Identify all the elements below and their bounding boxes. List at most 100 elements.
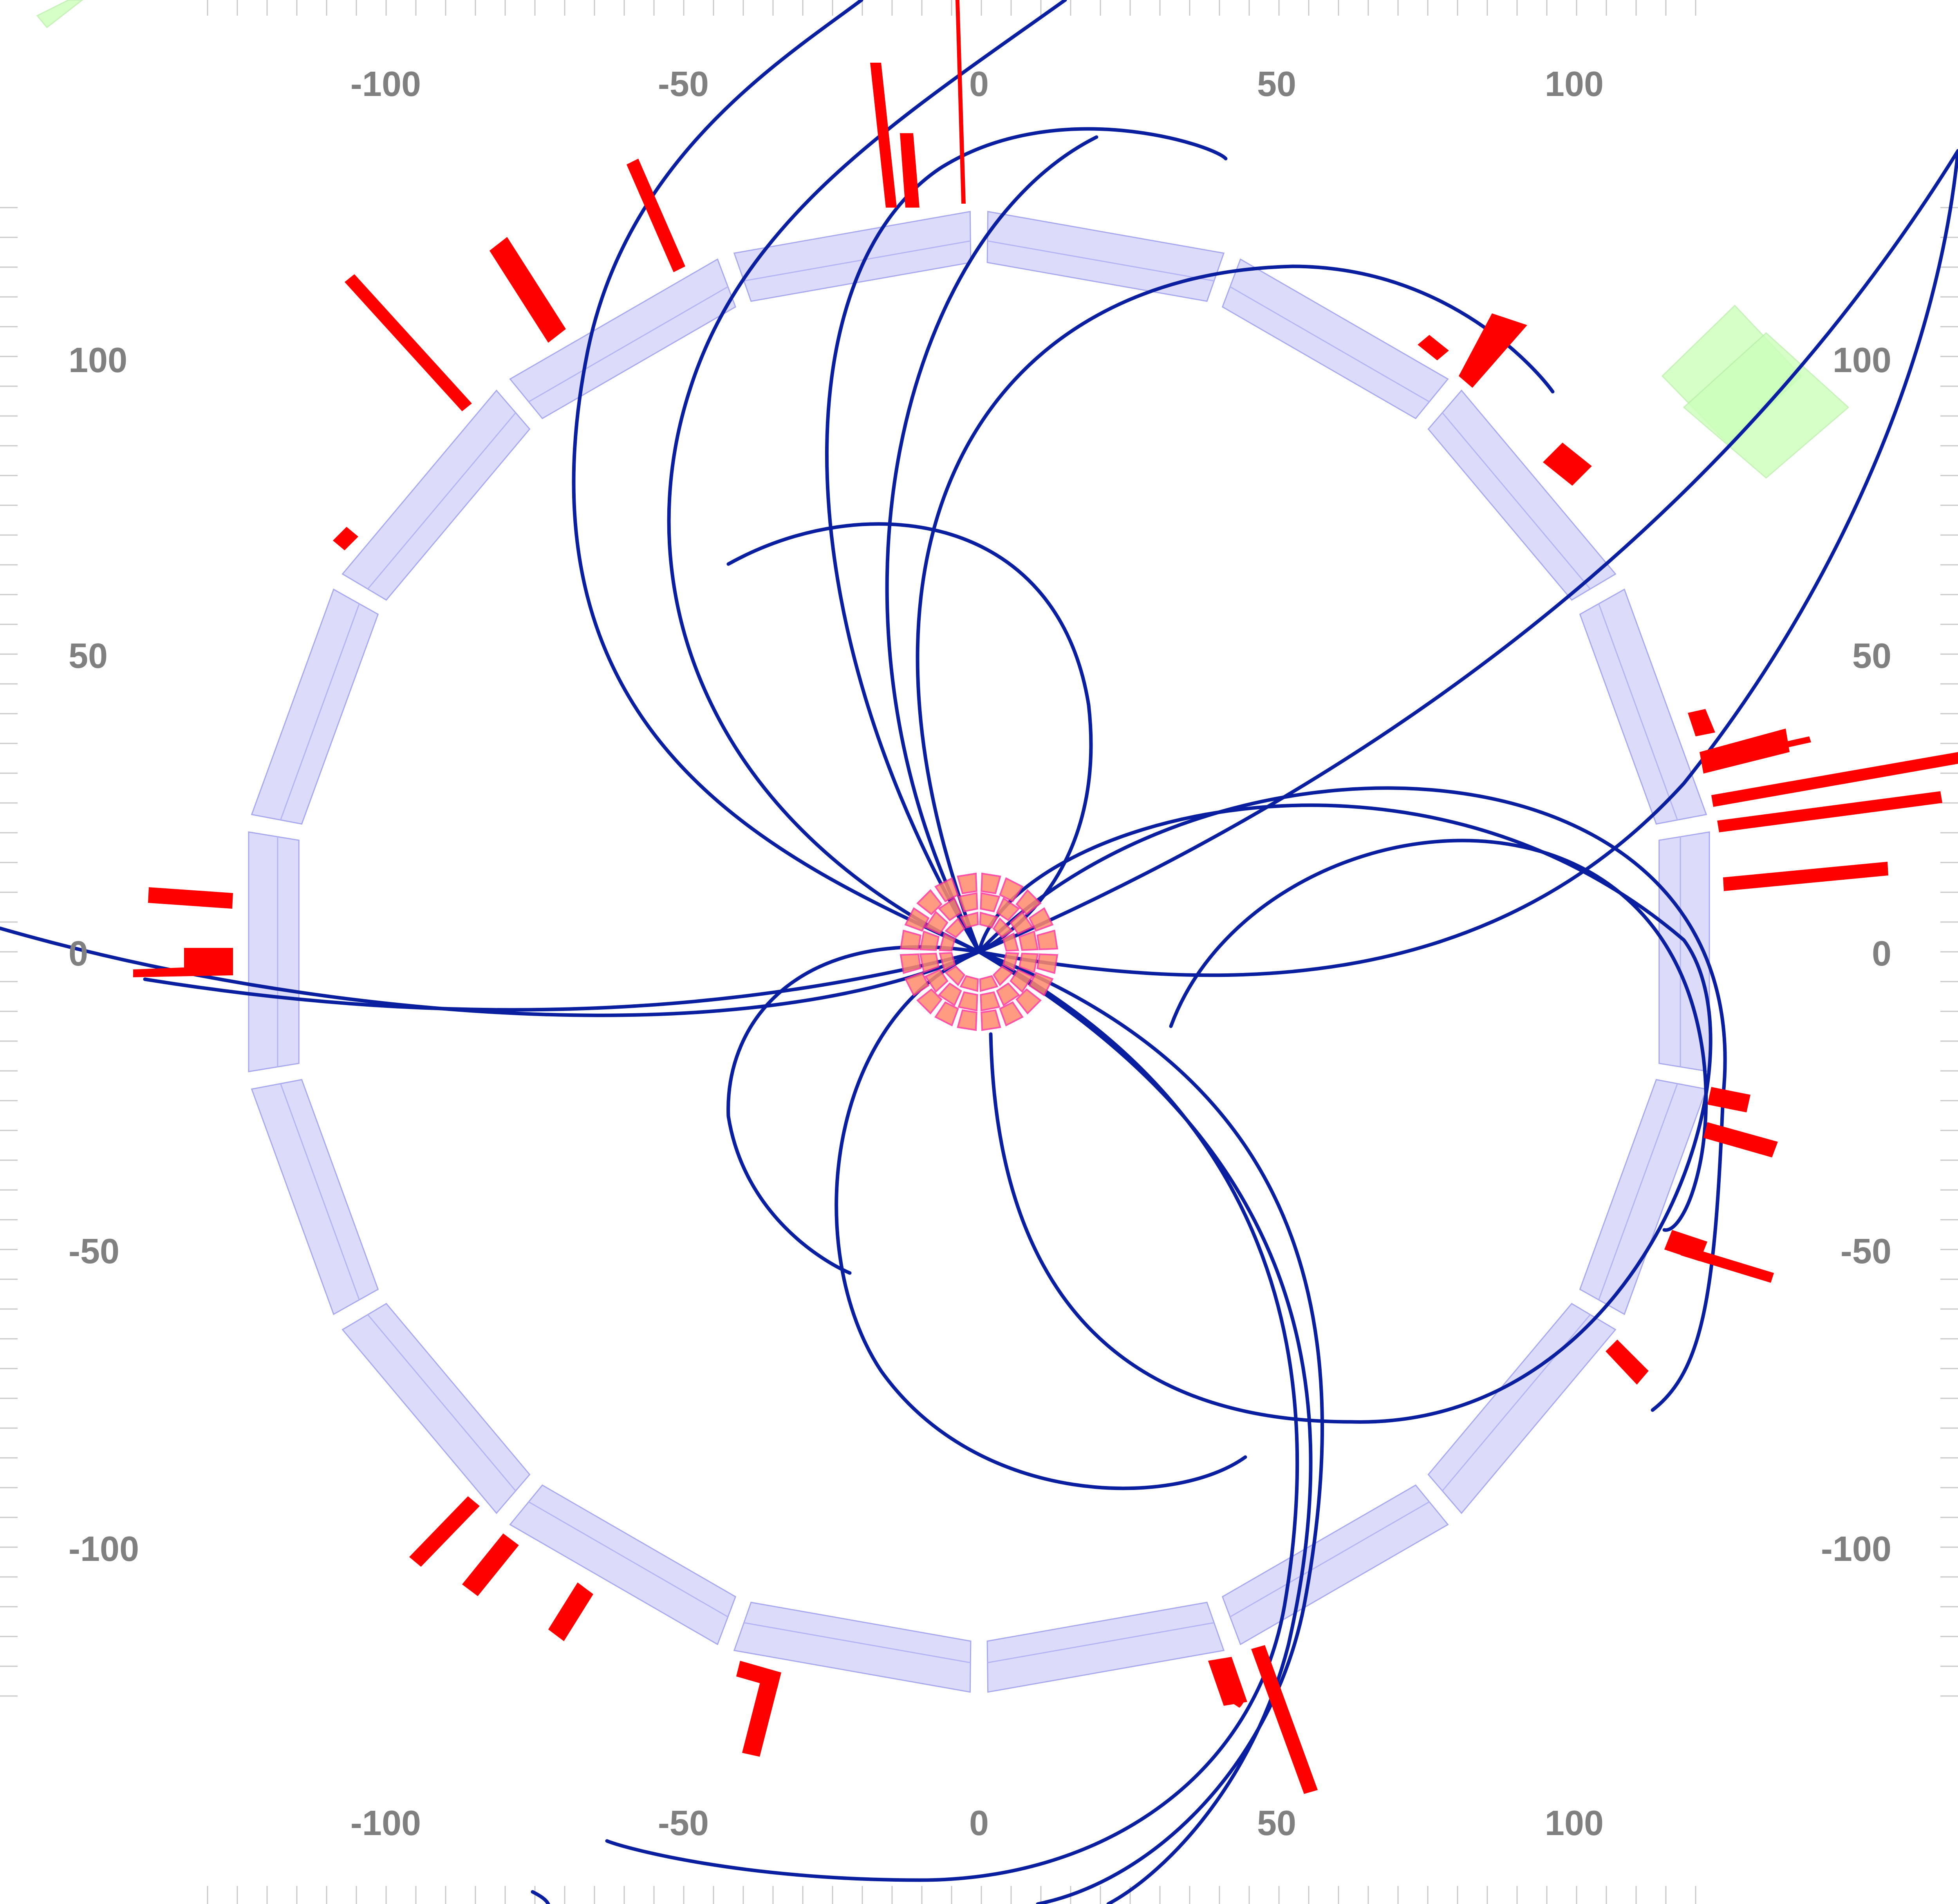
energy-hit bbox=[1606, 1340, 1649, 1385]
vertex-module bbox=[980, 892, 1001, 913]
vertex-module bbox=[1015, 889, 1042, 915]
calorimeter-segment-edge bbox=[1230, 286, 1430, 403]
energy-hit bbox=[548, 1582, 593, 1641]
track-path bbox=[667, 0, 1067, 954]
muon-chamber-box bbox=[36, 0, 83, 29]
y-tick-label: 0 bbox=[1872, 934, 1891, 973]
vertex-module bbox=[1015, 988, 1042, 1014]
y-tick-label: 100 bbox=[1833, 341, 1891, 380]
vertex-module bbox=[1036, 929, 1058, 950]
y-tick-label: -50 bbox=[69, 1232, 119, 1271]
calorimeter-segment bbox=[1427, 1303, 1617, 1514]
vertex-module bbox=[1036, 953, 1058, 974]
calorimeter-segment bbox=[1221, 258, 1449, 419]
energy-hit bbox=[870, 63, 897, 208]
calorimeter-segment bbox=[1579, 1079, 1707, 1315]
vertex-module bbox=[957, 872, 977, 895]
calorimeter-segment-edge bbox=[280, 1083, 360, 1300]
x-tick-label: 0 bbox=[969, 65, 989, 104]
track-path bbox=[531, 1890, 550, 1904]
track-path bbox=[977, 149, 1958, 977]
vertex-module bbox=[992, 917, 1013, 938]
vertex-module bbox=[945, 965, 966, 986]
calorimeter-segment bbox=[1579, 588, 1707, 825]
vertex-module bbox=[959, 975, 979, 992]
calorimeter-segment bbox=[509, 1484, 737, 1645]
vertex-module bbox=[919, 930, 940, 951]
vertex-detector bbox=[900, 872, 1058, 1031]
calorimeter-segment bbox=[1427, 389, 1617, 601]
track-path bbox=[143, 950, 981, 1012]
vertex-module bbox=[1010, 911, 1034, 935]
calorimeter-segment-edge bbox=[528, 1501, 728, 1618]
vertex-module bbox=[979, 911, 999, 929]
track-path bbox=[605, 950, 1299, 1882]
x-tick-label: -50 bbox=[658, 65, 709, 104]
track-path bbox=[977, 950, 1324, 1904]
vertex-module bbox=[1028, 907, 1054, 932]
calorimeter-segment-edge bbox=[367, 1314, 516, 1492]
track-path bbox=[916, 264, 1555, 954]
energy-hit bbox=[133, 966, 233, 977]
vertex-module bbox=[1018, 930, 1039, 951]
y-tick-label: 50 bbox=[1852, 636, 1891, 676]
calorimeter-segment bbox=[341, 1303, 531, 1514]
vertex-module bbox=[938, 897, 962, 921]
vertex-module bbox=[924, 911, 948, 935]
y-tick-label: -50 bbox=[1841, 1232, 1891, 1271]
calorimeter-ring bbox=[248, 211, 1710, 1693]
x-tick-label: -50 bbox=[658, 1804, 709, 1843]
vertex-module bbox=[999, 1001, 1024, 1027]
calorimeter-segment-edge bbox=[744, 240, 971, 282]
energy-hit bbox=[1234, 1700, 1245, 1708]
y-tick-label: 0 bbox=[69, 934, 88, 973]
vertex-module bbox=[959, 911, 979, 929]
energy-hit bbox=[345, 274, 472, 411]
energy-hit bbox=[1717, 791, 1942, 832]
vertex-module bbox=[1002, 952, 1019, 971]
vertex-module bbox=[957, 892, 978, 913]
energy-hit bbox=[1251, 1645, 1318, 1794]
calorimeter-segment bbox=[986, 1602, 1225, 1693]
vertex-module bbox=[996, 982, 1020, 1007]
vertex-module bbox=[957, 1009, 977, 1031]
energy-hit bbox=[1703, 1122, 1778, 1157]
calorimeter-segment-edge bbox=[1442, 412, 1591, 589]
track-path bbox=[977, 803, 1712, 1424]
energy-hit bbox=[1418, 335, 1449, 360]
y-tick-label: 100 bbox=[69, 341, 127, 380]
vertex-module bbox=[1028, 972, 1054, 996]
vertex-module bbox=[919, 953, 940, 973]
vertex-module bbox=[992, 965, 1013, 986]
energy-hit bbox=[956, 0, 966, 204]
vertex-module bbox=[1018, 953, 1039, 973]
track-path bbox=[834, 950, 1247, 1490]
x-tick-label: 100 bbox=[1545, 1804, 1604, 1843]
energy-hit bbox=[462, 1533, 519, 1596]
vertex-module bbox=[916, 889, 943, 915]
left-axis: 100 50 0 -50 -100 bbox=[69, 341, 139, 1569]
vertex-module bbox=[934, 1001, 959, 1027]
energy-hit bbox=[1543, 443, 1592, 486]
calorimeter-segment-edge bbox=[1598, 1083, 1678, 1300]
x-tick-label: -100 bbox=[350, 65, 421, 104]
energy-deposits bbox=[133, 0, 1958, 1794]
vertex-module bbox=[939, 932, 956, 952]
calorimeter-segment-edge bbox=[987, 1622, 1214, 1664]
x-tick-label: -100 bbox=[350, 1804, 421, 1843]
vertex-module bbox=[1010, 969, 1034, 993]
y-tick-label: -100 bbox=[69, 1530, 139, 1569]
calorimeter-segment bbox=[248, 831, 300, 1072]
y-tick-label: -100 bbox=[1821, 1530, 1891, 1569]
vertex-module bbox=[904, 972, 930, 996]
vertex-module bbox=[939, 952, 956, 971]
vertex-module bbox=[999, 877, 1024, 902]
energy-hit bbox=[1681, 1246, 1774, 1283]
track-path bbox=[726, 522, 1093, 954]
right-axis: 100 50 0 -50 -100 bbox=[1821, 341, 1891, 1569]
vertex-module bbox=[1002, 932, 1019, 952]
x-tick-label: 50 bbox=[1257, 65, 1296, 104]
calorimeter-segment bbox=[251, 588, 379, 825]
calorimeter-segment-edge bbox=[528, 286, 728, 403]
